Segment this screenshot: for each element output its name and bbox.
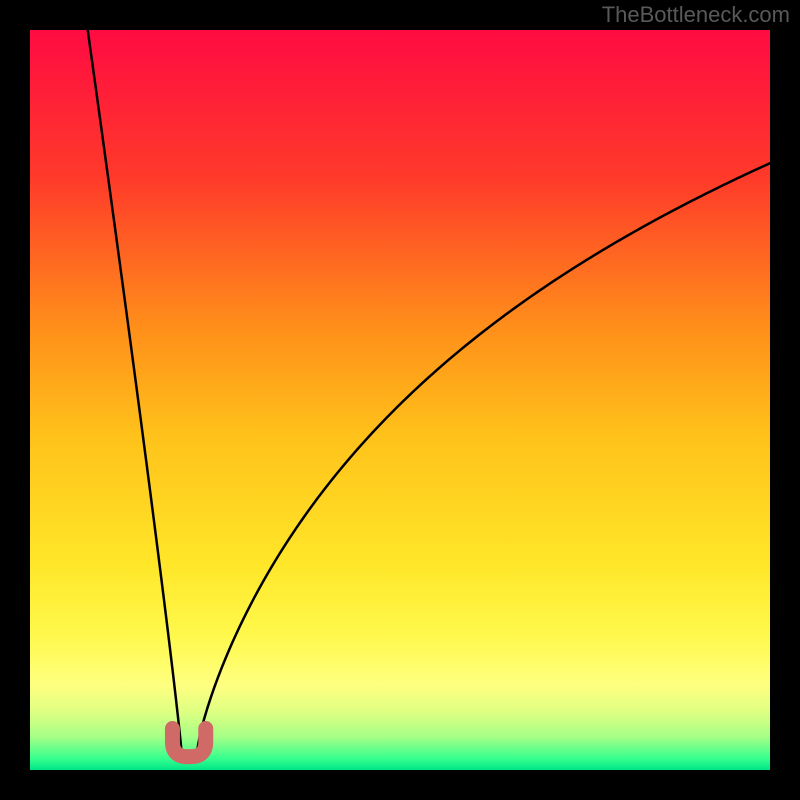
chart-stage: TheBottleneck.com — [0, 0, 800, 800]
plot-background — [30, 30, 770, 770]
watermark-text: TheBottleneck.com — [602, 2, 790, 28]
bottleneck-chart — [0, 0, 800, 800]
